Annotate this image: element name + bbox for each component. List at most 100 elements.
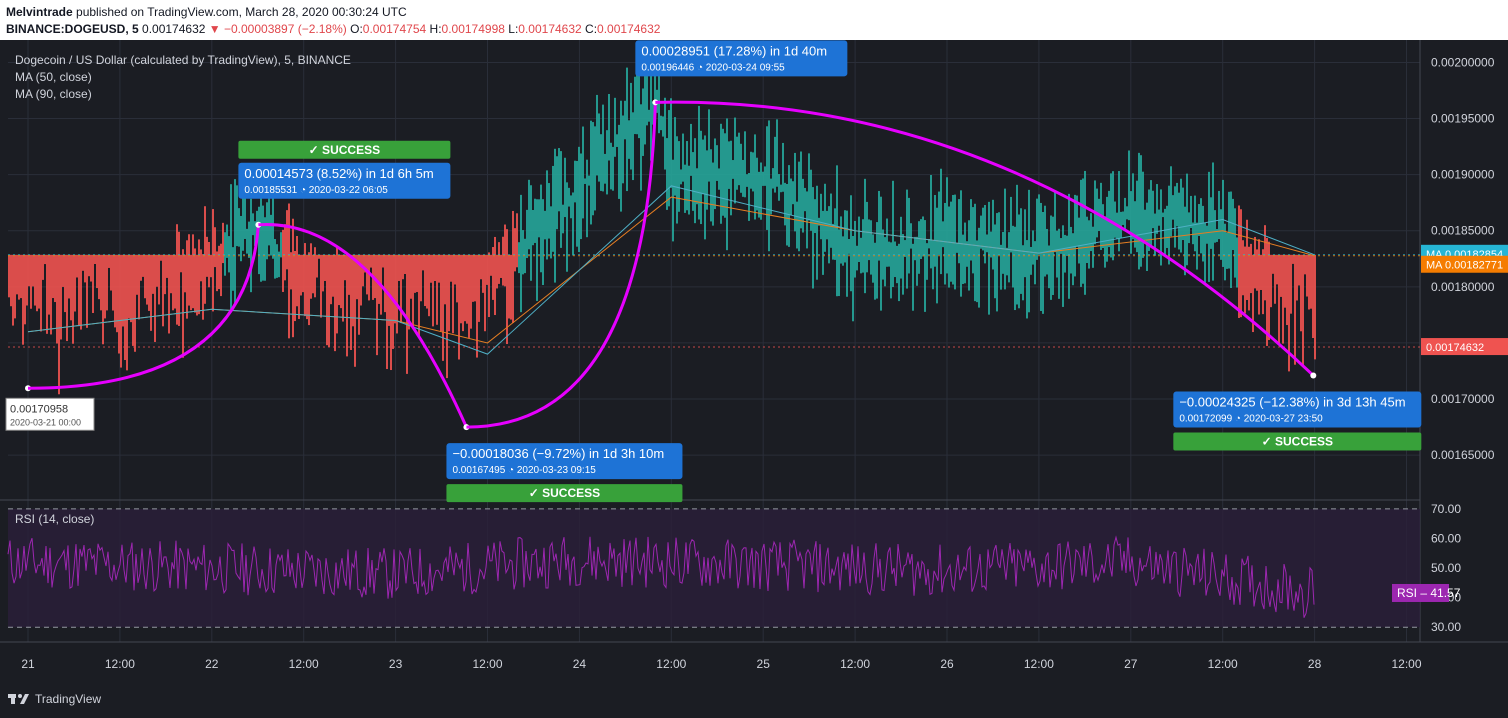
price-bar — [810, 169, 812, 231]
price-bar — [1076, 195, 1078, 247]
start-time: 2020-03-21 00:00 — [10, 417, 81, 427]
price-bar — [322, 254, 324, 292]
callout-detail: 0.00185531 ◔ 2020-03-22 06:05 — [244, 185, 388, 196]
price-bar — [1174, 186, 1176, 248]
time-tick-label: 12:00 — [472, 657, 502, 671]
price-bar — [1314, 254, 1316, 360]
price-bar — [1110, 173, 1112, 258]
price-bar — [974, 203, 976, 302]
price-bar — [1028, 189, 1030, 313]
price-bar — [456, 254, 458, 303]
price-bar — [122, 254, 124, 327]
tradingview-logo[interactable]: TradingView — [8, 692, 101, 706]
price-bar — [806, 191, 808, 249]
price-bar — [856, 245, 858, 271]
price-bar — [526, 209, 528, 259]
rsi-line — [7, 535, 1315, 618]
price-bar — [194, 248, 196, 313]
price-bar — [326, 254, 328, 346]
price-bar — [778, 174, 780, 201]
price-bar — [342, 254, 344, 322]
price-bar — [870, 220, 872, 275]
price-bar — [454, 254, 456, 285]
price-bar — [868, 219, 870, 261]
price-bar — [992, 199, 994, 270]
price-bar — [1142, 171, 1144, 258]
price-chart[interactable]: 0.00200000 0.00195000 0.00190000 0.00185000… — [0, 40, 1508, 682]
price-bar — [574, 160, 576, 203]
price-bar — [288, 203, 290, 339]
price-bar — [22, 254, 24, 345]
price-bar — [216, 251, 218, 292]
price-bar — [394, 254, 396, 324]
price-bar — [152, 254, 154, 294]
price-bar — [928, 238, 930, 249]
price-bar — [108, 254, 110, 268]
price-bar — [676, 136, 678, 224]
price-bar — [502, 236, 504, 286]
price-bar — [1060, 238, 1062, 254]
price-bar — [522, 230, 524, 275]
price-bar — [1086, 216, 1088, 264]
price-bar — [368, 254, 370, 301]
price-bar — [430, 254, 432, 283]
price-bar — [344, 254, 346, 281]
price-bar — [748, 172, 750, 221]
price-bar — [1268, 241, 1270, 341]
price-bar — [860, 237, 862, 274]
price-bar — [90, 254, 92, 282]
price-bar — [824, 183, 826, 252]
rsi-band — [8, 508, 1420, 628]
price-bar — [966, 241, 968, 267]
price-bar — [756, 157, 758, 211]
price-bar — [1306, 254, 1308, 297]
price-bar — [850, 195, 852, 292]
price-bar — [196, 254, 198, 316]
price-bar — [790, 178, 792, 216]
price-bar — [1180, 178, 1182, 253]
price-bar — [228, 236, 230, 273]
price-bar — [64, 254, 66, 313]
price-bar — [658, 53, 660, 134]
price-bar — [1210, 197, 1212, 249]
price-bar — [110, 254, 112, 291]
publisher-name[interactable]: Melvintrade — [6, 5, 73, 19]
price-bar — [624, 100, 626, 140]
price-bar — [494, 236, 496, 316]
price-bar — [700, 130, 702, 225]
price-bar — [1150, 180, 1152, 246]
price-bar — [898, 243, 900, 302]
series-title: Dogecoin / US Dollar (calculated by Trad… — [15, 53, 351, 67]
price-bar — [1138, 152, 1140, 270]
price-bar — [1114, 201, 1116, 238]
price-bar — [780, 184, 782, 193]
price-bar — [580, 153, 582, 240]
price-bar — [274, 238, 276, 279]
start-price: 0.00170958 — [10, 403, 68, 415]
price-bar — [1302, 254, 1304, 367]
price-bar — [1220, 209, 1222, 260]
price-bar — [874, 242, 876, 300]
price-bar — [786, 183, 788, 246]
time-tick-label: 21 — [21, 657, 35, 671]
low-value: 0.00174632 — [518, 22, 582, 36]
price-bar — [1166, 205, 1168, 248]
price-bar — [592, 122, 594, 216]
price-bar — [378, 254, 380, 304]
price-bar — [318, 254, 320, 259]
price-bar — [1290, 254, 1292, 314]
price-bar — [436, 254, 438, 325]
price-bar — [610, 142, 612, 190]
price-bar — [356, 254, 358, 300]
price-bar — [364, 254, 366, 273]
price-bar — [1070, 226, 1072, 274]
price-bar — [1008, 232, 1010, 283]
price-bar — [998, 212, 1000, 255]
price-bar — [18, 254, 20, 300]
chart-header: Melvintrade published on TradingView.com… — [0, 0, 1508, 40]
price-bar — [950, 201, 952, 282]
price-bar — [1134, 201, 1136, 248]
price-bar — [718, 168, 720, 190]
price-bar — [1054, 190, 1056, 253]
price-bar — [672, 159, 674, 242]
